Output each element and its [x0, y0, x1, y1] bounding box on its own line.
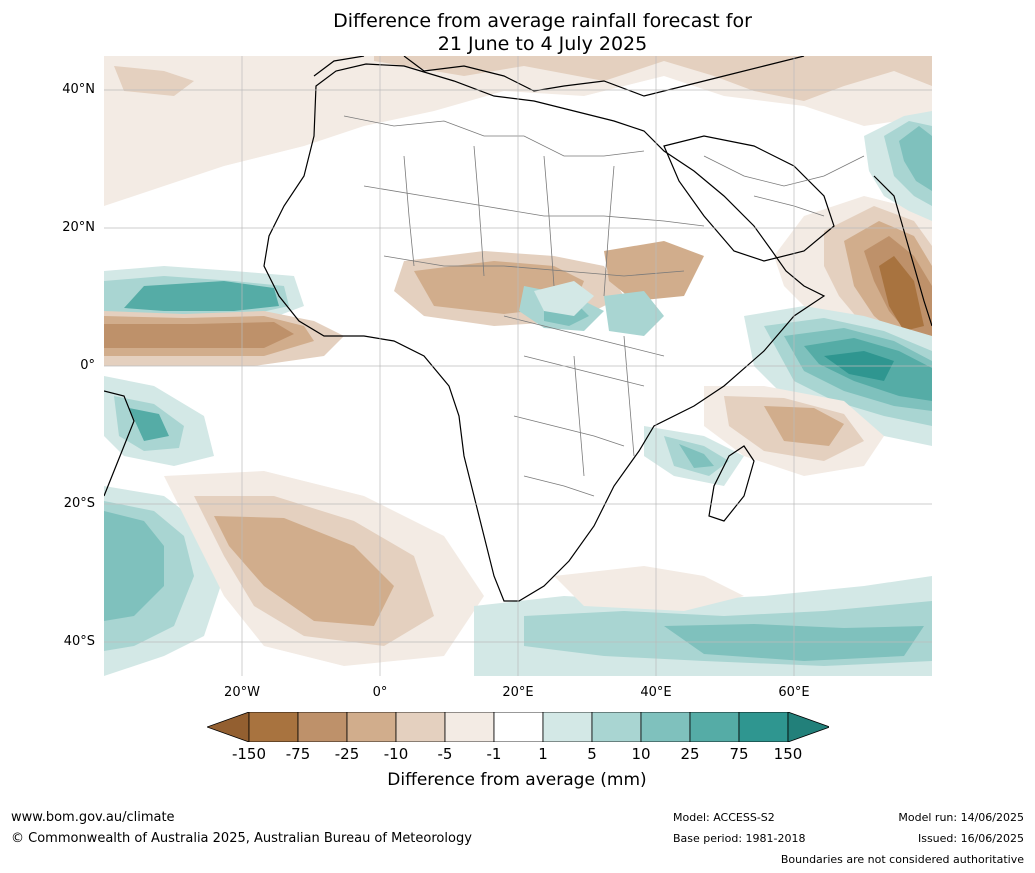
lat-label-20n: 20°N	[62, 220, 95, 235]
lat-label-0: 0°	[80, 358, 95, 373]
issued-text: Issued: 16/06/2025	[917, 832, 1024, 845]
base-period-text: Base period: 1981-2018	[673, 832, 806, 845]
lon-label-60e: 60°E	[778, 685, 810, 700]
anomaly-moz-teal-3	[679, 444, 714, 468]
lat-label-40s: 40°S	[63, 634, 95, 649]
colorbar-tick-label: 25	[680, 745, 700, 763]
colorbar-tick-label: -5	[437, 745, 453, 763]
europe-coastline	[313, 56, 805, 97]
model-text: Model: ACCESS-S2	[673, 811, 775, 824]
country-boundaries	[343, 115, 865, 497]
map-title: Difference from average rainfall forecas…	[0, 10, 1035, 56]
colorbar-segment	[493, 711, 544, 743]
colorbar-tick-label: -10	[383, 745, 409, 763]
colorbar-tick-label: -1	[486, 745, 502, 763]
colorbar-segment	[395, 711, 446, 743]
anomaly-horn-teal-1	[534, 281, 594, 316]
colorbar-segment	[297, 711, 348, 743]
colorbar-tick-label: 150	[773, 745, 803, 763]
colorbar-segment	[542, 711, 593, 743]
colorbar-tick-label: 1	[538, 745, 548, 763]
colorbar-segment	[248, 711, 299, 743]
colorbar-segment	[689, 711, 740, 743]
title-line-1: Difference from average rainfall forecas…	[333, 10, 752, 32]
colorbar-tick-label: 5	[587, 745, 597, 763]
graticule	[104, 56, 932, 676]
lon-label-0: 0°	[372, 685, 388, 700]
colorbar	[205, 711, 832, 746]
anomaly-south-atlantic-teal-3	[104, 511, 164, 621]
anomaly-west-atlantic-brown-3	[104, 322, 294, 348]
colorbar-extend-low	[205, 711, 250, 743]
colorbar-tick-label: 10	[631, 745, 651, 763]
colorbar-segment	[738, 711, 789, 743]
colorbar-label: Difference from average (mm)	[387, 770, 647, 790]
anomaly-indian-brown-3	[764, 406, 844, 446]
title-line-2: 21 June to 4 July 2025	[437, 33, 648, 55]
anomaly-ne-teal-3	[899, 126, 932, 191]
copyright-text: © Commonwealth of Australia 2025, Austra…	[11, 831, 472, 846]
rainfall-anomaly-map	[104, 56, 932, 676]
anomaly-east-africa-teal	[604, 291, 664, 336]
website-link[interactable]: www.bom.gov.au/climate	[11, 810, 175, 825]
colorbar-tick-label: -150	[231, 745, 267, 763]
colorbar-tick-label: -25	[334, 745, 360, 763]
south-america-coastline	[104, 390, 135, 497]
anomaly-north-brown-light	[104, 56, 932, 206]
anomaly-brazil-teal-3	[129, 408, 169, 441]
lat-label-40n: 40°N	[62, 82, 95, 97]
lat-label-20s: 20°S	[63, 496, 95, 511]
africa-coastline	[263, 63, 826, 602]
disclaimer-text: Boundaries are not considered authoritat…	[780, 853, 1024, 866]
anomaly-atlantic-brown-north	[114, 66, 194, 96]
model-run-text: Model run: 14/06/2025	[898, 811, 1024, 824]
colorbar-extend-high	[787, 711, 832, 743]
colorbar-tick-label: 75	[729, 745, 749, 763]
lon-label-20w: 20°W	[224, 685, 260, 700]
colorbar-tick-label: -75	[285, 745, 311, 763]
anomaly-arabian-brown-5	[879, 256, 924, 331]
madagascar-outline	[708, 445, 755, 522]
lon-label-20e: 20°E	[502, 685, 534, 700]
arabia-coastline	[663, 135, 835, 262]
colorbar-segment	[444, 711, 495, 743]
anomaly-southern-brown	[554, 566, 744, 611]
colorbar-segment	[346, 711, 397, 743]
anomaly-sahel-brown-3	[604, 241, 704, 301]
india-coastline	[873, 175, 932, 327]
anomaly-south-atlantic-brown-3	[214, 516, 394, 626]
colorbar-segment	[591, 711, 642, 743]
colorbar-segment	[640, 711, 691, 743]
anomaly-west-atlantic-teal-3	[124, 281, 279, 311]
lon-label-40e: 40°E	[640, 685, 672, 700]
